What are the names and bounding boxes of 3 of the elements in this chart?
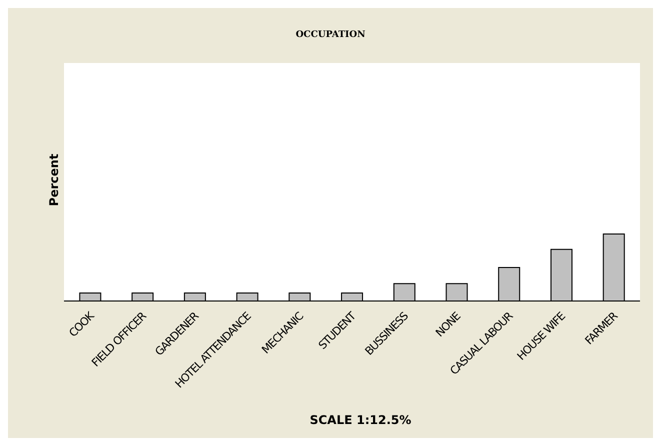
y-axis-title: Percent [47,152,61,208]
chart-title: OCCUPATION [294,30,366,40]
text: SCALE 1:12.5% [308,413,412,427]
